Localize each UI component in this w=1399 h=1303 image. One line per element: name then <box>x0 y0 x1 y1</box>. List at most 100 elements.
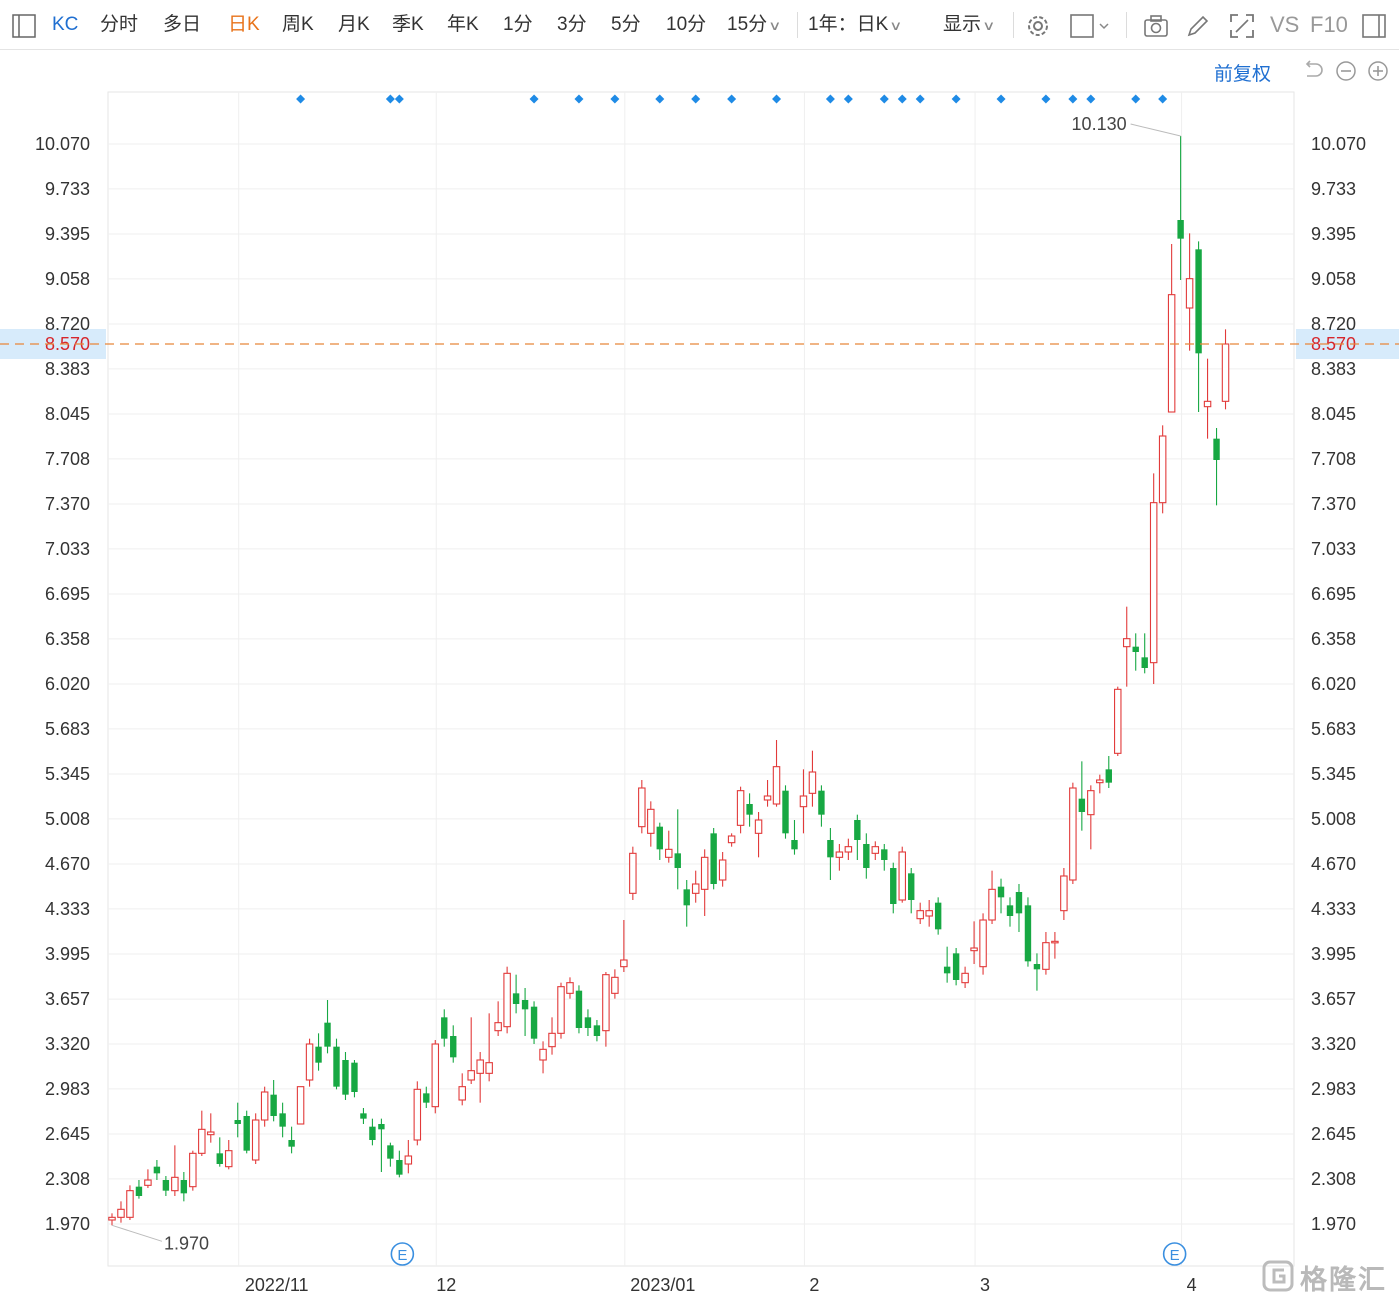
candle[interactable] <box>180 1172 188 1202</box>
candle[interactable] <box>260 1086 269 1127</box>
tab-monthly-k[interactable]: 月K <box>338 14 370 35</box>
candle[interactable] <box>1203 358 1212 439</box>
candle[interactable] <box>1177 136 1184 280</box>
event-diamond-marker[interactable] <box>529 94 539 104</box>
candle[interactable] <box>718 852 727 887</box>
candle[interactable] <box>890 862 897 914</box>
candle[interactable] <box>647 801 655 847</box>
candle[interactable] <box>566 977 574 999</box>
candle[interactable] <box>683 880 690 927</box>
candle[interactable] <box>224 1140 233 1170</box>
candle[interactable] <box>871 841 880 860</box>
pencil-icon[interactable] <box>1184 12 1212 40</box>
candle[interactable] <box>799 769 808 834</box>
candle[interactable] <box>476 1052 484 1103</box>
candle[interactable] <box>117 1201 125 1223</box>
event-diamond-marker[interactable] <box>296 94 306 104</box>
candle[interactable] <box>754 812 763 858</box>
candle[interactable] <box>198 1110 206 1156</box>
event-diamond-marker[interactable] <box>385 94 395 104</box>
candle[interactable] <box>351 1060 358 1098</box>
candle[interactable] <box>988 870 996 924</box>
event-diamond-marker[interactable] <box>394 94 404 104</box>
candle[interactable] <box>700 849 709 916</box>
candle[interactable] <box>413 1081 422 1146</box>
candle[interactable] <box>279 1102 286 1138</box>
candle[interactable] <box>593 1020 601 1042</box>
candle[interactable] <box>288 1126 295 1154</box>
candle[interactable] <box>1122 606 1131 687</box>
candle[interactable] <box>952 948 960 986</box>
candle[interactable] <box>854 814 861 860</box>
candle[interactable] <box>296 1086 305 1125</box>
candle[interactable] <box>1221 329 1230 410</box>
tab-5min[interactable]: 5分 <box>611 14 641 35</box>
candle[interactable] <box>234 1102 241 1138</box>
earnings-marker[interactable]: E <box>1162 1242 1187 1266</box>
candle[interactable] <box>530 1001 538 1044</box>
zoom-in-icon[interactable] <box>1366 59 1390 83</box>
candle[interactable] <box>1078 761 1086 831</box>
candle[interactable] <box>1033 953 1041 991</box>
camera-icon[interactable] <box>1142 12 1170 40</box>
tab-quarterly-k[interactable]: 季K <box>392 14 424 35</box>
candle[interactable] <box>1167 244 1176 413</box>
candle[interactable] <box>162 1176 170 1196</box>
candle[interactable] <box>171 1145 179 1196</box>
candle[interactable] <box>539 1041 547 1074</box>
zoom-out-icon[interactable] <box>1334 59 1358 83</box>
candle[interactable] <box>629 846 637 900</box>
candle[interactable] <box>315 1033 322 1071</box>
tab-yearly-k[interactable]: 年K <box>447 14 479 35</box>
event-diamond-marker[interactable] <box>610 94 620 104</box>
candle[interactable] <box>521 988 529 1036</box>
event-diamond-marker[interactable] <box>727 94 737 104</box>
candle[interactable] <box>584 1009 592 1036</box>
candle[interactable] <box>898 846 906 903</box>
event-diamond-marker[interactable] <box>1158 94 1168 104</box>
candle[interactable] <box>1015 884 1023 932</box>
event-diamond-marker[interactable] <box>691 94 701 104</box>
candle[interactable] <box>1195 241 1202 412</box>
candle[interactable] <box>342 1052 349 1100</box>
candle[interactable] <box>270 1080 277 1122</box>
candle[interactable] <box>665 830 673 863</box>
candle[interactable] <box>1060 868 1068 920</box>
candle[interactable] <box>943 946 951 983</box>
candle[interactable] <box>638 780 646 834</box>
candle[interactable] <box>881 844 888 871</box>
candle[interactable] <box>863 833 870 879</box>
candle[interactable] <box>1185 233 1194 351</box>
tab-weekly-k[interactable]: 周K <box>282 14 314 35</box>
undo-icon[interactable] <box>1301 59 1325 83</box>
candle[interactable] <box>189 1150 197 1191</box>
event-diamond-marker[interactable] <box>825 94 835 104</box>
candle[interactable] <box>324 1000 331 1054</box>
event-diamond-marker[interactable] <box>951 94 961 104</box>
candle[interactable] <box>548 1017 556 1055</box>
candle[interactable] <box>333 1038 340 1090</box>
candle[interactable] <box>620 920 628 972</box>
event-diamond-marker[interactable] <box>996 94 1006 104</box>
candle[interactable] <box>458 1073 466 1106</box>
earnings-marker[interactable]: E <box>390 1242 415 1266</box>
candle[interactable] <box>485 1013 493 1082</box>
candle[interactable] <box>431 1040 440 1114</box>
candle[interactable] <box>467 1017 475 1084</box>
candle[interactable] <box>710 828 717 890</box>
event-diamond-marker[interactable] <box>897 94 907 104</box>
candle[interactable] <box>691 870 700 903</box>
candle[interactable] <box>656 822 663 860</box>
candle[interactable] <box>1087 785 1095 850</box>
candle[interactable] <box>970 921 978 964</box>
candle[interactable] <box>387 1142 394 1167</box>
tab-10min[interactable]: 10分 <box>666 14 707 35</box>
candle[interactable] <box>763 780 772 807</box>
tab-multiday[interactable]: 多日 <box>163 14 202 35</box>
event-diamond-marker[interactable] <box>915 94 925 104</box>
panel-icon[interactable] <box>1360 12 1388 40</box>
stock-symbol[interactable]: KC <box>52 14 79 35</box>
candle[interactable] <box>736 786 745 834</box>
candle[interactable] <box>934 897 942 935</box>
event-diamond-marker[interactable] <box>1131 94 1141 104</box>
